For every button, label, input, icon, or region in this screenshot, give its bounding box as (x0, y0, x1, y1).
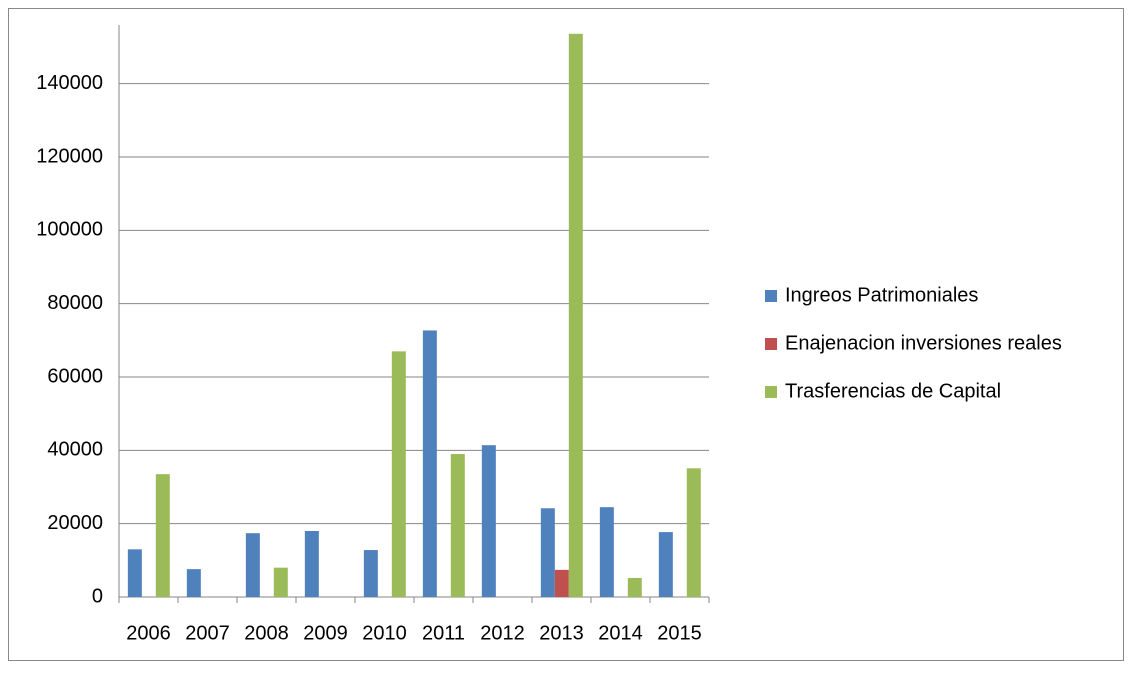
bar (127, 549, 142, 597)
bar (686, 468, 701, 597)
bar (540, 508, 555, 597)
y-tick-label: 20000 (47, 512, 103, 534)
bar (554, 569, 569, 597)
bar (568, 33, 583, 598)
x-tick-label: 2009 (303, 622, 348, 644)
bar (658, 532, 673, 597)
x-tick-label: 2006 (126, 622, 171, 644)
bar (599, 507, 614, 597)
bar (363, 550, 378, 597)
y-tick-label: 100000 (36, 219, 103, 241)
x-tick-label: 2012 (480, 622, 525, 644)
legend-swatch (765, 290, 777, 302)
legend-label: Trasferencias de Capital (785, 380, 1001, 402)
y-tick-label: 120000 (36, 145, 103, 167)
y-tick-label: 40000 (47, 439, 103, 461)
legend-label: Ingreos Patrimoniales (785, 284, 978, 306)
y-tick-label: 140000 (36, 72, 103, 94)
x-tick-label: 2008 (244, 622, 289, 644)
legend-swatch (765, 338, 777, 350)
x-tick-label: 2015 (657, 622, 702, 644)
legend-label: Enajenacion inversiones reales (785, 332, 1062, 354)
bar (422, 330, 437, 597)
bar (304, 531, 319, 597)
x-tick-label: 2007 (185, 622, 230, 644)
x-tick-label: 2011 (422, 622, 465, 644)
bar (627, 577, 642, 597)
bar (186, 569, 201, 597)
bar (155, 474, 170, 597)
chart-border (8, 8, 1124, 661)
bar (273, 567, 288, 597)
y-tick-label: 60000 (47, 365, 103, 387)
bar (450, 454, 465, 597)
bar (391, 351, 406, 597)
bar (245, 533, 260, 597)
x-tick-label: 2010 (362, 622, 407, 644)
bar (481, 445, 496, 597)
x-tick-label: 2013 (539, 622, 584, 644)
legend-swatch (765, 386, 777, 398)
y-tick-label: 0 (92, 585, 103, 607)
y-tick-label: 80000 (47, 292, 103, 314)
x-tick-label: 2014 (598, 622, 643, 644)
